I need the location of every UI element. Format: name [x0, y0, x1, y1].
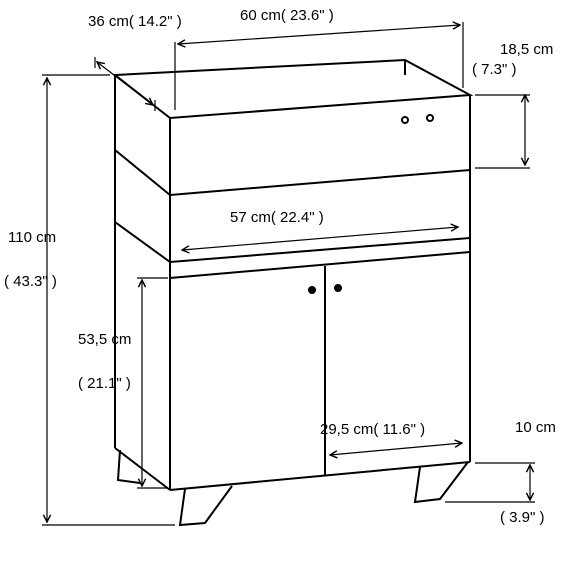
dim-leg-height-cm: 10 cm [515, 418, 556, 438]
dim-depth: 36 cm( 14.2" ) [88, 12, 182, 32]
dim-shelf-height: 18,5 cm( 7.3" ) [500, 40, 553, 79]
dim-door-width: 29,5 cm( 11.6" ) [320, 420, 425, 440]
dim-door-height-in: ( 21.1" ) [78, 374, 131, 394]
dim-inner-width: 57 cm( 22.4" ) [230, 208, 324, 228]
cabinet-drawing [0, 0, 584, 584]
dim-leg-height-in: ( 3.9" ) [500, 508, 545, 528]
dim-total-height-in: ( 43.3" ) [4, 272, 57, 292]
dimension-diagram: 36 cm( 14.2" ) 60 cm( 23.6" ) 18,5 cm( 7… [0, 0, 584, 584]
dim-door-height-cm: 53,5 cm [78, 330, 131, 350]
dim-width-top: 60 cm( 23.6" ) [240, 6, 334, 26]
dim-total-height-cm: 110 cm [8, 228, 56, 248]
